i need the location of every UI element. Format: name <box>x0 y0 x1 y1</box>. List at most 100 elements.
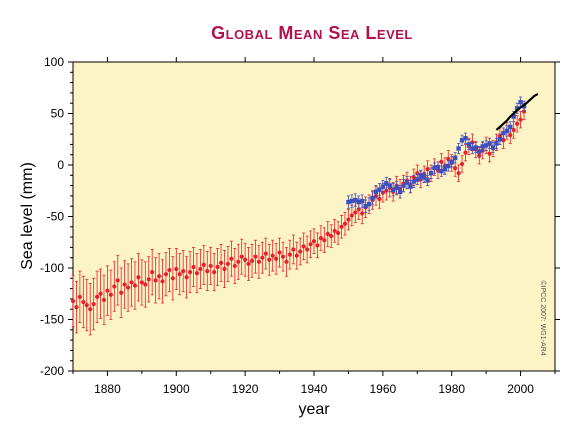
data-point <box>466 142 472 147</box>
data-point <box>156 274 162 279</box>
data-point <box>435 164 441 170</box>
y-tick-label: 50 <box>51 107 65 121</box>
chart-title: Global Mean Sea Level <box>211 23 413 43</box>
data-point <box>277 250 282 255</box>
data-point <box>442 166 448 172</box>
data-point <box>298 249 303 254</box>
y-tick-label: -150 <box>40 313 64 327</box>
data-point <box>132 283 138 288</box>
y-tick-label: -100 <box>40 261 64 275</box>
data-point <box>260 255 265 260</box>
data-point <box>459 138 465 143</box>
data-point <box>246 261 251 266</box>
data-point <box>480 144 485 149</box>
y-tick-label: -200 <box>40 364 64 378</box>
data-point <box>243 257 248 262</box>
data-point <box>425 167 430 172</box>
x-tick-label: 1960 <box>370 382 397 396</box>
x-tick-label: 1920 <box>232 382 259 396</box>
data-point <box>446 163 451 169</box>
x-tick-label: 1880 <box>94 382 121 396</box>
y-tick-label: -50 <box>47 210 65 224</box>
data-point <box>322 238 327 243</box>
data-point <box>160 279 165 284</box>
data-point <box>125 285 131 290</box>
data-point <box>325 231 330 237</box>
data-point <box>177 272 182 277</box>
data-point <box>494 141 499 146</box>
data-point <box>253 254 258 259</box>
data-point <box>301 244 306 249</box>
data-point <box>280 254 286 259</box>
data-point <box>473 145 479 150</box>
data-point <box>139 280 144 285</box>
data-point <box>291 247 296 252</box>
copyright-credit: ©IPCC 2007: WG1-AR4 <box>539 280 547 355</box>
data-point <box>453 165 458 171</box>
data-point <box>74 305 79 310</box>
data-point <box>267 257 272 262</box>
data-point <box>456 146 461 151</box>
data-point <box>401 183 406 188</box>
data-point <box>428 171 434 176</box>
y-axis: 100 50 0 -50 -100 -150 -200 <box>40 55 560 378</box>
y-axis-title: Sea level (mm) <box>19 162 36 270</box>
data-point <box>366 201 372 207</box>
data-point <box>339 224 344 229</box>
data-point <box>88 307 93 312</box>
data-point <box>91 301 96 307</box>
data-point <box>236 259 241 264</box>
data-point <box>239 254 244 259</box>
data-point <box>201 262 206 268</box>
data-point <box>373 189 379 194</box>
data-point <box>497 137 503 142</box>
data-point <box>198 266 203 272</box>
data-point <box>215 264 220 270</box>
data-point <box>95 294 100 299</box>
data-point <box>342 221 348 226</box>
data-point <box>511 127 516 133</box>
plot-area <box>72 61 556 372</box>
data-point <box>146 277 151 282</box>
y-tick-label: 100 <box>44 55 64 69</box>
data-point <box>394 185 399 190</box>
data-point <box>287 252 292 257</box>
data-point <box>129 280 134 285</box>
data-point <box>263 251 268 256</box>
data-point <box>377 187 382 192</box>
data-point <box>449 159 454 165</box>
data-point <box>387 183 392 188</box>
data-point <box>360 211 365 216</box>
data-point <box>174 266 179 272</box>
data-point <box>514 106 520 111</box>
x-axis-title: year <box>298 401 330 418</box>
data-point <box>456 171 461 176</box>
data-point <box>463 136 468 141</box>
data-point <box>397 189 403 194</box>
data-point <box>483 143 489 148</box>
data-point <box>349 198 355 204</box>
data-point <box>294 253 299 258</box>
data-point <box>477 149 482 154</box>
satellite-line <box>495 92 539 131</box>
data-point <box>101 297 107 303</box>
data-point <box>112 284 117 289</box>
data-point <box>274 256 279 261</box>
data-point <box>411 179 417 184</box>
data-point <box>284 259 289 264</box>
data-point <box>463 150 468 155</box>
data-point <box>81 299 86 305</box>
data-point <box>490 145 496 150</box>
data-point <box>336 230 341 236</box>
data-point <box>191 264 196 270</box>
data-point <box>432 165 437 171</box>
data-point <box>329 233 334 239</box>
data-point <box>181 268 186 274</box>
data-point <box>415 177 420 182</box>
data-point <box>249 258 255 263</box>
data-point <box>115 278 120 283</box>
data-point <box>459 161 465 167</box>
x-tick-label: 2000 <box>507 382 534 396</box>
data-point <box>184 275 189 280</box>
data-point <box>167 267 172 273</box>
